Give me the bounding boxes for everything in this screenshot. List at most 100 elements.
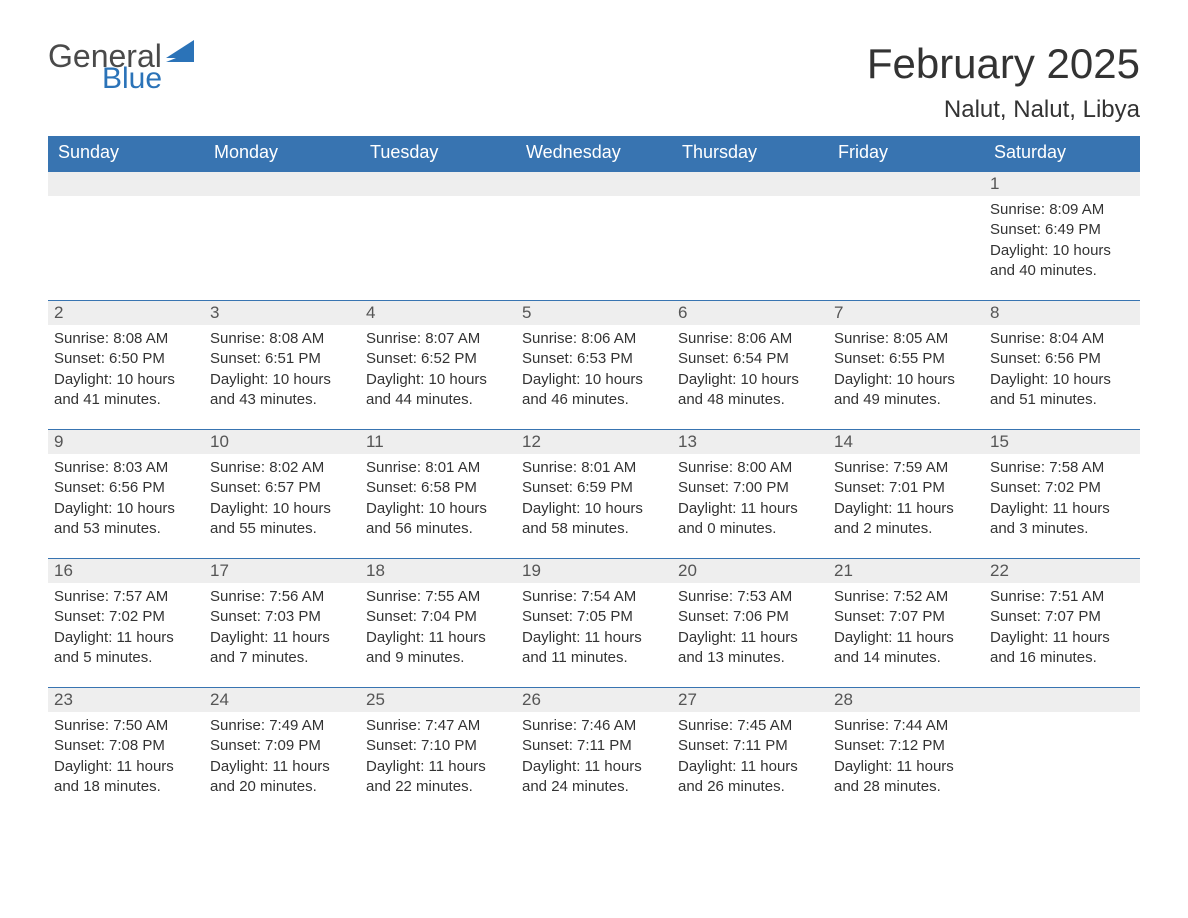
day-detail-line: Sunset: 6:51 PM: [210, 349, 354, 369]
weekday-header-row: SundayMondayTuesdayWednesdayThursdayFrid…: [48, 136, 1140, 171]
day-detail-line: Daylight: 10 hours and 41 minutes.: [54, 370, 198, 411]
day-detail-line: Sunrise: 8:06 AM: [522, 329, 666, 349]
week: 9101112131415Sunrise: 8:03 AMSunset: 6:5…: [48, 429, 1140, 558]
day-detail-line: Sunrise: 8:06 AM: [678, 329, 822, 349]
day-details: [672, 196, 828, 300]
daynum-row: 1: [48, 172, 1140, 196]
day-details: [204, 196, 360, 300]
day-details: Sunrise: 8:05 AMSunset: 6:55 PMDaylight:…: [828, 325, 984, 429]
day-detail-line: Sunrise: 7:46 AM: [522, 716, 666, 736]
day-detail-line: Sunset: 6:53 PM: [522, 349, 666, 369]
day-detail-line: Daylight: 11 hours and 9 minutes.: [366, 628, 510, 669]
day-detail-line: Daylight: 10 hours and 51 minutes.: [990, 370, 1134, 411]
detail-row: Sunrise: 8:09 AMSunset: 6:49 PMDaylight:…: [48, 196, 1140, 300]
day-detail-line: Sunrise: 8:08 AM: [54, 329, 198, 349]
day-details: Sunrise: 7:58 AMSunset: 7:02 PMDaylight:…: [984, 454, 1140, 558]
day-number: 27: [672, 688, 828, 712]
week: 232425262728Sunrise: 7:50 AMSunset: 7:08…: [48, 687, 1140, 816]
day-detail-line: Sunrise: 7:45 AM: [678, 716, 822, 736]
logo-word-blue: Blue: [102, 64, 162, 94]
weeks-container: 1Sunrise: 8:09 AMSunset: 6:49 PMDaylight…: [48, 171, 1140, 816]
day-detail-line: Sunset: 7:03 PM: [210, 607, 354, 627]
day-details: Sunrise: 7:51 AMSunset: 7:07 PMDaylight:…: [984, 583, 1140, 687]
day-number: 10: [204, 430, 360, 454]
day-detail-line: Daylight: 10 hours and 40 minutes.: [990, 241, 1134, 282]
day-detail-line: Sunset: 7:01 PM: [834, 478, 978, 498]
day-number: 15: [984, 430, 1140, 454]
day-number: 20: [672, 559, 828, 583]
day-details: Sunrise: 8:06 AMSunset: 6:53 PMDaylight:…: [516, 325, 672, 429]
day-detail-line: Sunrise: 7:55 AM: [366, 587, 510, 607]
day-detail-line: Sunrise: 7:50 AM: [54, 716, 198, 736]
day-detail-line: Sunset: 7:02 PM: [54, 607, 198, 627]
day-detail-line: Sunrise: 7:58 AM: [990, 458, 1134, 478]
day-details: Sunrise: 7:55 AMSunset: 7:04 PMDaylight:…: [360, 583, 516, 687]
day-number: 23: [48, 688, 204, 712]
week: 2345678Sunrise: 8:08 AMSunset: 6:50 PMDa…: [48, 300, 1140, 429]
day-details: Sunrise: 7:59 AMSunset: 7:01 PMDaylight:…: [828, 454, 984, 558]
day-detail-line: Sunrise: 7:47 AM: [366, 716, 510, 736]
day-details: Sunrise: 7:54 AMSunset: 7:05 PMDaylight:…: [516, 583, 672, 687]
day-detail-line: Sunset: 7:07 PM: [834, 607, 978, 627]
day-detail-line: Sunrise: 7:49 AM: [210, 716, 354, 736]
day-detail-line: Daylight: 11 hours and 7 minutes.: [210, 628, 354, 669]
day-detail-line: Daylight: 10 hours and 49 minutes.: [834, 370, 978, 411]
day-detail-line: Sunrise: 7:51 AM: [990, 587, 1134, 607]
day-detail-line: Sunrise: 8:05 AM: [834, 329, 978, 349]
day-number: 24: [204, 688, 360, 712]
day-detail-line: Sunset: 7:07 PM: [990, 607, 1134, 627]
day-number: 28: [828, 688, 984, 712]
day-details: Sunrise: 7:50 AMSunset: 7:08 PMDaylight:…: [48, 712, 204, 816]
day-detail-line: Daylight: 11 hours and 5 minutes.: [54, 628, 198, 669]
detail-row: Sunrise: 7:50 AMSunset: 7:08 PM Daylight:…: [48, 712, 1140, 816]
day-detail-line: Sunrise: 8:01 AM: [366, 458, 510, 478]
day-number: 4: [360, 301, 516, 325]
day-detail-line: Daylight: 10 hours and 53 minutes.: [54, 499, 198, 540]
day-detail-line: Daylight: 11 hours and 28 minutes.: [834, 757, 978, 798]
day-number: 11: [360, 430, 516, 454]
day-details: [516, 196, 672, 300]
logo-text: General Blue: [48, 40, 162, 94]
day-detail-line: Sunrise: 7:53 AM: [678, 587, 822, 607]
day-detail-line: Daylight: 10 hours and 48 minutes.: [678, 370, 822, 411]
day-detail-line: Sunset: 7:02 PM: [990, 478, 1134, 498]
day-detail-line: Daylight: 11 hours and 24 minutes.: [522, 757, 666, 798]
day-detail-line: Sunset: 6:59 PM: [522, 478, 666, 498]
daynum-row: 9101112131415: [48, 430, 1140, 454]
day-detail-line: Sunrise: 7:52 AM: [834, 587, 978, 607]
day-detail-line: Daylight: 11 hours and 16 minutes.: [990, 628, 1134, 669]
day-number: 7: [828, 301, 984, 325]
day-details: Sunrise: 8:00 AMSunset: 7:00 PMDaylight:…: [672, 454, 828, 558]
day-number: 21: [828, 559, 984, 583]
day-detail-line: Sunrise: 8:02 AM: [210, 458, 354, 478]
day-number: [672, 172, 828, 196]
day-detail-line: Daylight: 11 hours and 26 minutes.: [678, 757, 822, 798]
top-row: General Blue February 2025 Nalut, Nalut,…: [48, 40, 1140, 124]
day-detail-line: Daylight: 11 hours and 2 minutes.: [834, 499, 978, 540]
day-details: Sunrise: 8:08 AMSunset: 6:51 PMDaylight:…: [204, 325, 360, 429]
day-detail-line: Daylight: 10 hours and 44 minutes.: [366, 370, 510, 411]
day-detail-line: Sunset: 6:54 PM: [678, 349, 822, 369]
weekday-header: Tuesday: [360, 136, 516, 171]
day-detail-line: Sunrise: 7:56 AM: [210, 587, 354, 607]
day-number: 13: [672, 430, 828, 454]
day-number: 26: [516, 688, 672, 712]
day-detail-line: Daylight: 11 hours and 22 minutes.: [366, 757, 510, 798]
day-number: 1: [984, 172, 1140, 196]
day-number: 17: [204, 559, 360, 583]
day-detail-line: Sunset: 7:08 PM: [54, 736, 198, 756]
day-number: 3: [204, 301, 360, 325]
day-details: [48, 196, 204, 300]
day-details: Sunrise: 8:02 AMSunset: 6:57 PMDaylight:…: [204, 454, 360, 558]
day-detail-line: Daylight: 10 hours and 58 minutes.: [522, 499, 666, 540]
day-detail-line: Daylight: 10 hours and 43 minutes.: [210, 370, 354, 411]
day-detail-line: Sunrise: 7:59 AM: [834, 458, 978, 478]
day-number: [984, 688, 1140, 712]
weekday-header: Monday: [204, 136, 360, 171]
detail-row: Sunrise: 8:03 AMSunset: 6:56 PMDaylight:…: [48, 454, 1140, 558]
day-detail-line: Sunrise: 8:01 AM: [522, 458, 666, 478]
daynum-row: 2345678: [48, 301, 1140, 325]
day-details: [828, 196, 984, 300]
detail-row: Sunrise: 7:57 AMSunset: 7:02 PMDaylight:…: [48, 583, 1140, 687]
day-detail-line: Sunrise: 7:54 AM: [522, 587, 666, 607]
